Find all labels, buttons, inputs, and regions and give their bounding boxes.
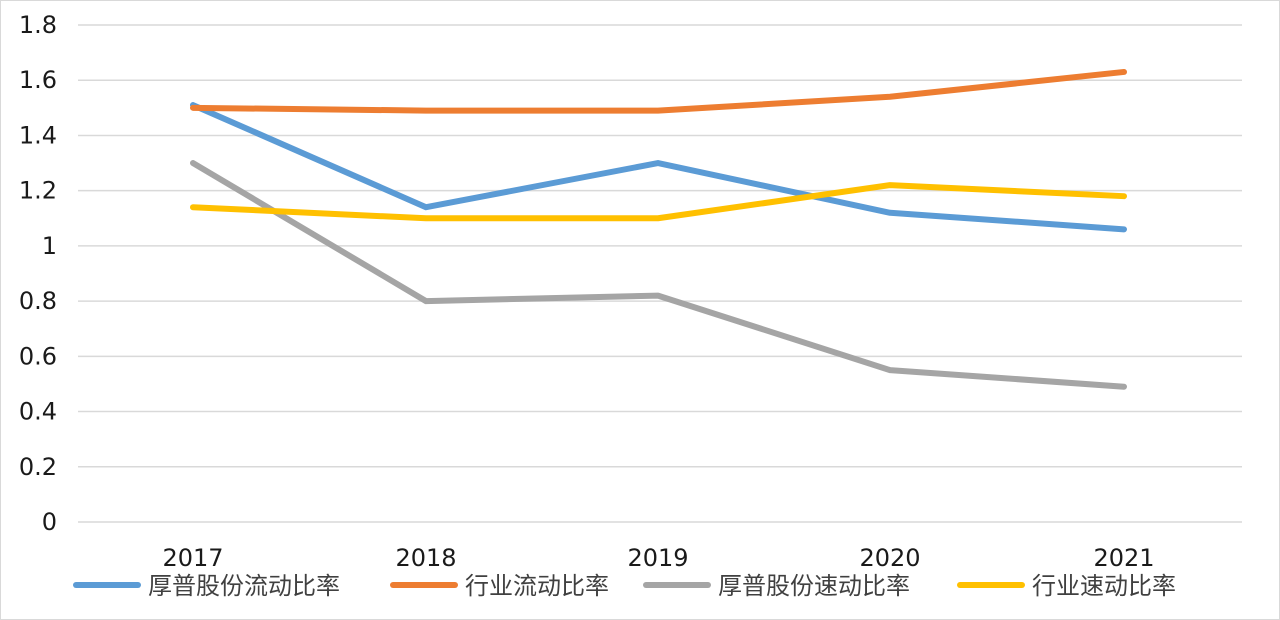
y-tick-label: 0.6 <box>19 342 57 370</box>
x-tick-label: 2019 <box>627 544 688 572</box>
y-tick-label: 0.2 <box>19 453 57 481</box>
series-line-2 <box>190 68 1127 114</box>
legend-item: 厚普股份速动比率 <box>643 572 910 600</box>
y-tick-label: 0.4 <box>19 398 57 426</box>
legend-label: 厚普股份速动比率 <box>718 572 910 600</box>
legend-label: 厚普股份流动比率 <box>148 572 340 600</box>
series-line-4 <box>190 182 1127 222</box>
x-axis-ticks: 2017 2018 2019 2020 2021 <box>162 544 1154 572</box>
series-lines <box>190 68 1127 390</box>
series-line-3 <box>190 160 1127 390</box>
y-tick-label: 1.4 <box>19 121 57 149</box>
legend-item: 行业速动比率 <box>957 572 1176 600</box>
series-line-1 <box>190 102 1127 233</box>
y-tick-label: 1.2 <box>19 177 57 205</box>
legend-item: 厚普股份流动比率 <box>73 572 340 600</box>
y-tick-label: 0 <box>42 508 57 536</box>
legend: 厚普股份流动比率 行业流动比率 厚普股份速动比率 行业速动比率 <box>73 572 1176 600</box>
x-tick-label: 2021 <box>1093 544 1154 572</box>
legend-label: 行业速动比率 <box>1032 572 1176 600</box>
gridlines <box>78 24 1242 523</box>
y-tick-label: 1 <box>42 232 57 260</box>
y-tick-label: 1.8 <box>19 11 57 39</box>
legend-item: 行业流动比率 <box>390 572 609 600</box>
legend-label: 行业流动比率 <box>465 572 609 600</box>
y-tick-label: 1.6 <box>19 66 57 94</box>
y-tick-label: 0.8 <box>19 287 57 315</box>
x-tick-label: 2018 <box>395 544 456 572</box>
x-tick-label: 2017 <box>162 544 223 572</box>
y-axis-ticks: 0 0.2 0.4 0.6 0.8 1 1.2 1.4 1.6 1.8 <box>19 11 57 536</box>
x-tick-label: 2020 <box>859 544 920 572</box>
